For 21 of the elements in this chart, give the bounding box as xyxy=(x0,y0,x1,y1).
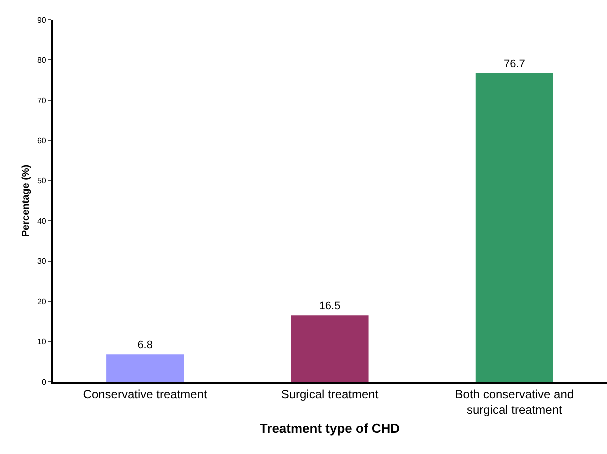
y-tick-label: 50 xyxy=(37,176,47,186)
bar xyxy=(106,354,184,382)
y-tick-label: 30 xyxy=(37,257,47,266)
data-label: 16.5 xyxy=(319,300,341,313)
y-tick-label: 70 xyxy=(37,96,47,106)
data-label: 76.7 xyxy=(504,58,526,70)
y-tick-label: 40 xyxy=(37,216,47,226)
bar xyxy=(291,316,369,382)
x-tick-label: Both conservative and surgical treatment xyxy=(455,387,574,417)
y-tick-label: 60 xyxy=(37,136,47,146)
y-tick-label: 10 xyxy=(37,338,47,347)
y-axis-title: Percentage (%) xyxy=(20,164,32,238)
data-label: 6.8 xyxy=(138,340,153,352)
y-tick-label: 20 xyxy=(37,297,47,306)
x-tick-label: Surgical treatment xyxy=(281,387,380,402)
y-tick-label: 90 xyxy=(37,16,47,25)
y-tick-label: 80 xyxy=(37,56,47,66)
y-tick-label: 0 xyxy=(42,378,47,387)
x-axis-title: Treatment type of CHD xyxy=(260,421,400,436)
bar xyxy=(476,74,554,382)
x-tick-label: Conservative treatment xyxy=(83,387,208,402)
